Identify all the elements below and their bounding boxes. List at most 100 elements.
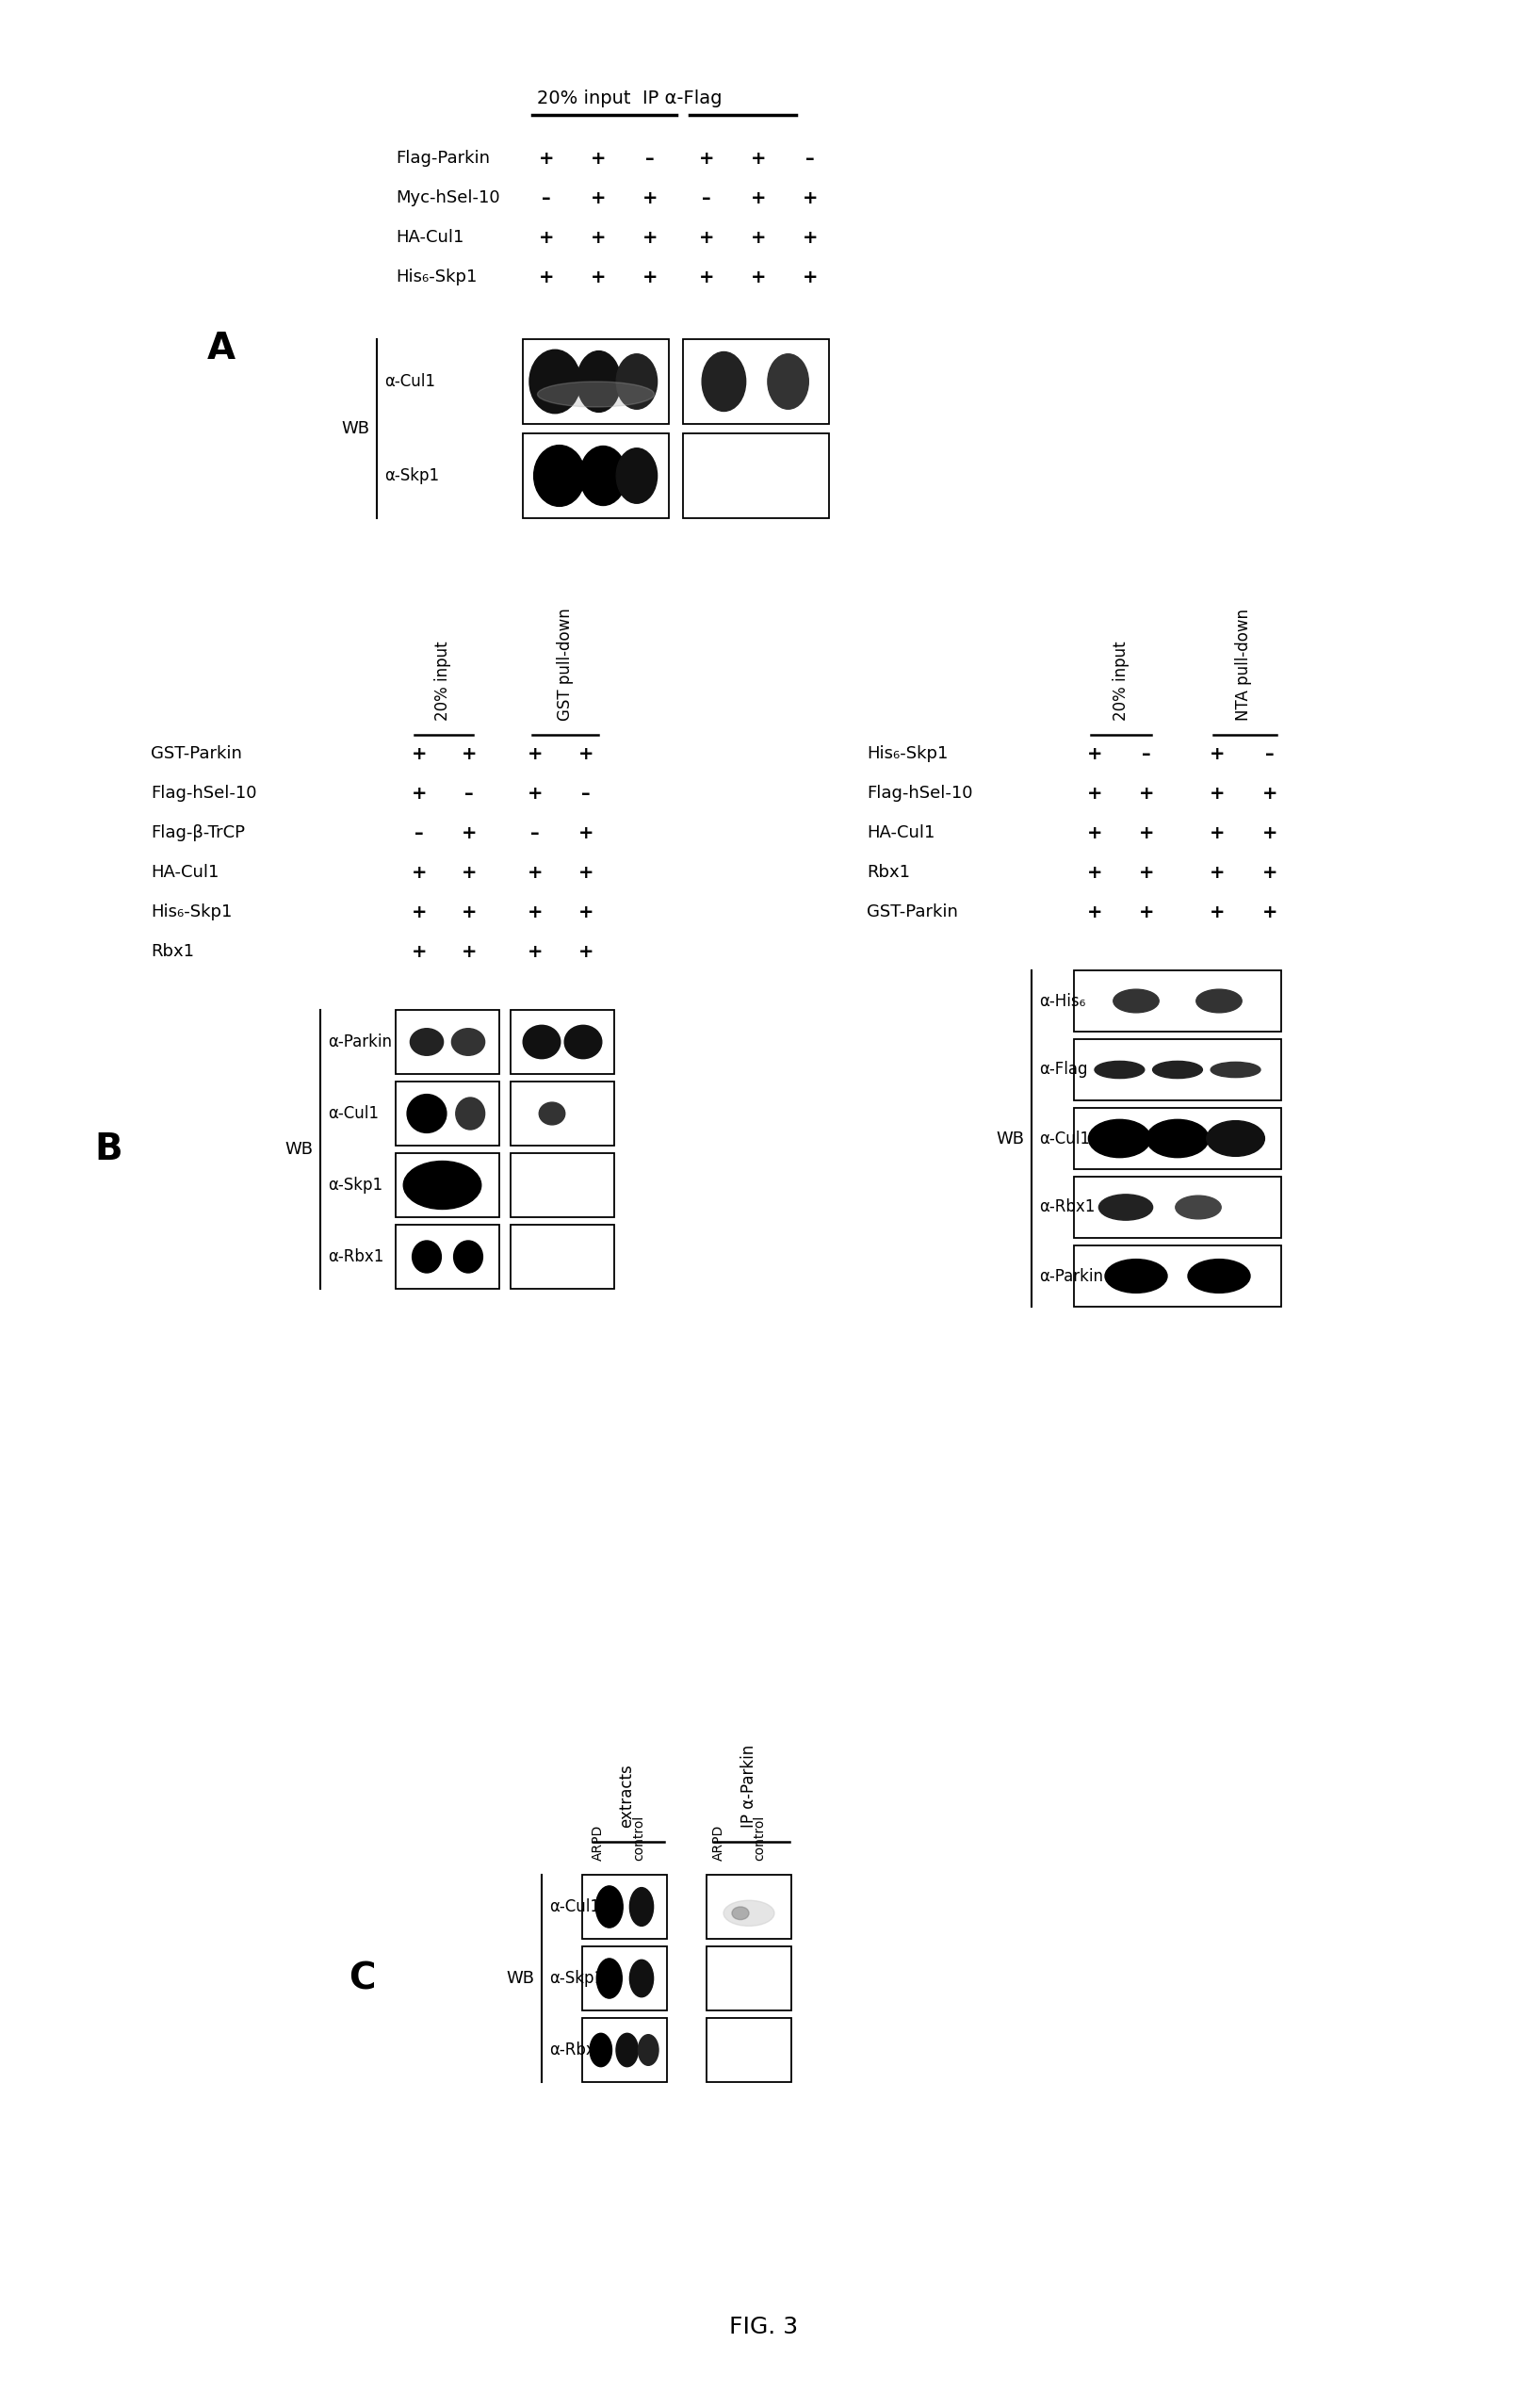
Text: α-Cul1: α-Cul1: [1039, 1129, 1089, 1146]
Ellipse shape: [1152, 1062, 1203, 1079]
Bar: [396, 1009, 500, 1074]
Ellipse shape: [767, 354, 808, 409]
Ellipse shape: [538, 380, 654, 407]
Text: +: +: [461, 942, 477, 961]
Text: WB: WB: [506, 1970, 535, 1987]
Bar: [1074, 1040, 1280, 1100]
Text: +: +: [1086, 903, 1102, 920]
Text: +: +: [411, 903, 426, 920]
Ellipse shape: [616, 2032, 639, 2066]
Text: His₆-Skp1: His₆-Skp1: [151, 903, 232, 920]
Text: α-His₆: α-His₆: [1039, 992, 1085, 1009]
Ellipse shape: [630, 1960, 654, 1996]
Text: +: +: [1262, 903, 1277, 920]
Text: WB: WB: [996, 1129, 1024, 1146]
Text: A: A: [208, 330, 235, 366]
Text: +: +: [750, 267, 766, 287]
Text: +: +: [590, 188, 607, 207]
Text: ARPD: ARPD: [591, 1825, 605, 1861]
Ellipse shape: [596, 1958, 622, 1999]
Text: +: +: [802, 267, 817, 287]
Bar: [510, 1081, 614, 1146]
Text: B: B: [95, 1132, 122, 1168]
Text: HA-Cul1: HA-Cul1: [396, 229, 465, 246]
Text: FIG. 3: FIG. 3: [729, 2316, 799, 2338]
Text: +: +: [642, 188, 657, 207]
Ellipse shape: [454, 1240, 483, 1274]
Ellipse shape: [732, 1907, 749, 1919]
Ellipse shape: [701, 352, 746, 412]
Text: +: +: [578, 824, 594, 843]
Text: α-Parkin: α-Parkin: [1039, 1267, 1103, 1283]
Ellipse shape: [1175, 1197, 1221, 1218]
Text: +: +: [802, 188, 817, 207]
Text: α-Skp1: α-Skp1: [385, 467, 439, 484]
Text: –: –: [805, 149, 814, 166]
Text: +: +: [1209, 903, 1225, 920]
Text: 20% input: 20% input: [434, 641, 451, 720]
Text: +: +: [461, 903, 477, 920]
Text: Flag-β-TrCP: Flag-β-TrCP: [151, 824, 244, 840]
Text: ARPD: ARPD: [712, 1825, 726, 1861]
Text: +: +: [538, 149, 555, 166]
Bar: [1074, 1108, 1280, 1170]
Ellipse shape: [616, 354, 657, 409]
Text: HA-Cul1: HA-Cul1: [866, 824, 935, 840]
Ellipse shape: [590, 2032, 611, 2066]
Text: –: –: [465, 785, 474, 802]
Bar: [706, 2018, 792, 2083]
Ellipse shape: [596, 1885, 623, 1929]
Bar: [582, 2018, 666, 2083]
Text: +: +: [411, 864, 426, 881]
Text: HA-Cul1: HA-Cul1: [151, 864, 219, 881]
Text: +: +: [1262, 824, 1277, 843]
Text: GST-Parkin: GST-Parkin: [151, 744, 241, 763]
Ellipse shape: [1146, 1120, 1209, 1158]
Text: +: +: [1086, 864, 1102, 881]
Text: +: +: [1138, 785, 1154, 802]
Ellipse shape: [723, 1900, 775, 1926]
Text: +: +: [527, 785, 542, 802]
Text: +: +: [590, 267, 607, 287]
Text: NTA pull-down: NTA pull-down: [1235, 609, 1251, 720]
Text: +: +: [750, 188, 766, 207]
Ellipse shape: [578, 352, 620, 412]
Ellipse shape: [539, 1103, 565, 1125]
Text: +: +: [1209, 864, 1225, 881]
Text: α-Parkin: α-Parkin: [329, 1033, 391, 1050]
Text: control: control: [753, 1816, 766, 1861]
Text: GST-Parkin: GST-Parkin: [866, 903, 958, 920]
Ellipse shape: [564, 1026, 602, 1060]
Bar: [510, 1153, 614, 1216]
Text: α-Cul1: α-Cul1: [549, 1898, 601, 1914]
Bar: [582, 1876, 666, 1938]
Text: Flag-hSel-10: Flag-hSel-10: [866, 785, 973, 802]
Text: +: +: [527, 942, 542, 961]
Ellipse shape: [1210, 1062, 1261, 1076]
Text: WB: WB: [284, 1141, 313, 1158]
Text: 20% input  IP α-Flag: 20% input IP α-Flag: [536, 89, 723, 108]
Ellipse shape: [533, 445, 585, 506]
Text: +: +: [698, 267, 714, 287]
Text: α-Rbx1: α-Rbx1: [1039, 1199, 1096, 1216]
Ellipse shape: [455, 1098, 484, 1129]
Ellipse shape: [1207, 1120, 1265, 1156]
Text: –: –: [530, 824, 539, 843]
Bar: [396, 1081, 500, 1146]
Ellipse shape: [1099, 1194, 1152, 1221]
Text: +: +: [1209, 824, 1225, 843]
Text: +: +: [750, 149, 766, 166]
Text: +: +: [642, 229, 657, 246]
Text: +: +: [578, 864, 594, 881]
Text: Myc-hSel-10: Myc-hSel-10: [396, 190, 500, 207]
Text: +: +: [1138, 903, 1154, 920]
Text: –: –: [645, 149, 654, 166]
Bar: [1074, 970, 1280, 1031]
Text: –: –: [1141, 744, 1151, 763]
Text: +: +: [802, 229, 817, 246]
Text: +: +: [538, 229, 555, 246]
Text: +: +: [578, 903, 594, 920]
Ellipse shape: [579, 445, 626, 506]
Text: +: +: [578, 744, 594, 763]
Text: –: –: [414, 824, 423, 843]
